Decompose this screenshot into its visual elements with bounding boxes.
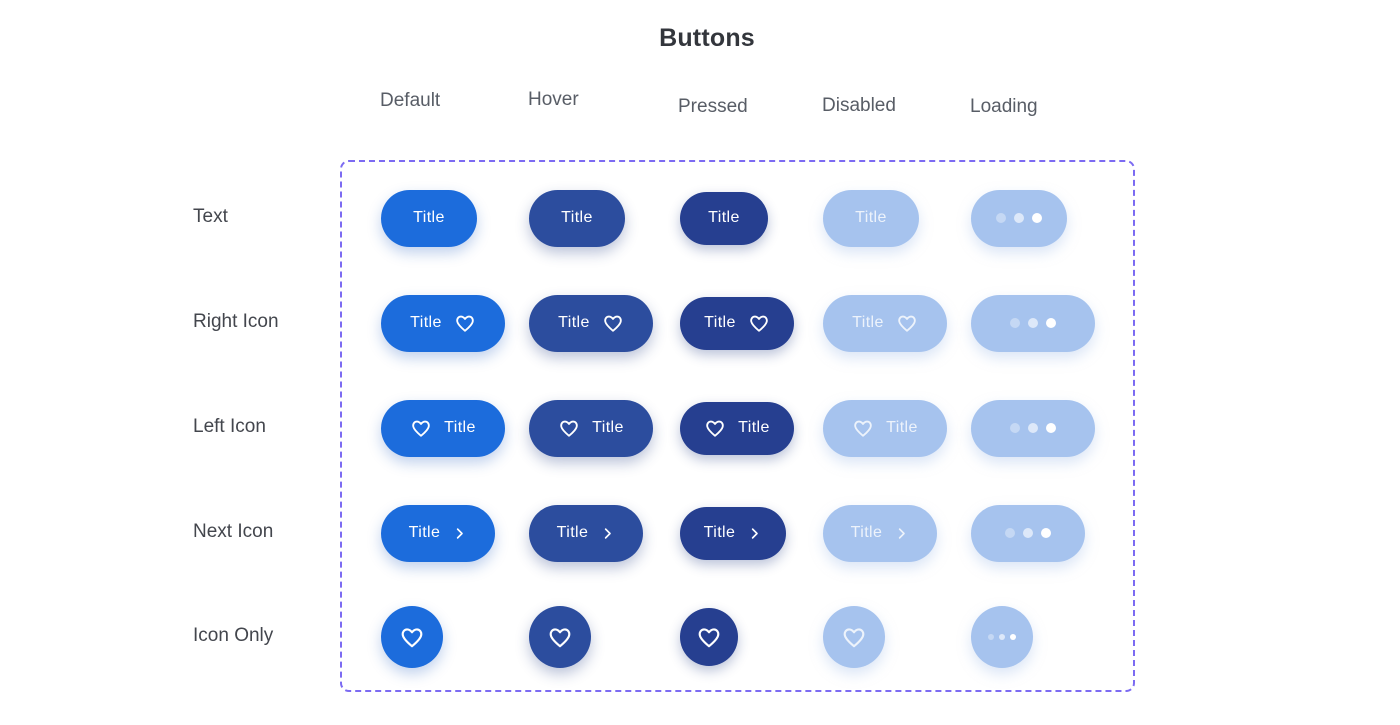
column-header-loading: Loading (970, 96, 1038, 117)
button-label: Title (855, 209, 887, 226)
button-icon-only-default[interactable] (381, 606, 443, 668)
button-label: Title (413, 209, 445, 226)
button-right-icon-pressed[interactable]: Title (680, 296, 794, 350)
button-label: Title (708, 209, 740, 226)
button-text-disabled[interactable]: Title (823, 189, 919, 247)
loading-dots-icon (996, 213, 1042, 223)
button-label: Title (852, 314, 884, 331)
button-left-icon-hover[interactable]: Title (529, 399, 653, 457)
component-frame (340, 160, 1135, 692)
button-text-pressed[interactable]: Title (680, 191, 768, 245)
chevron-right-icon (600, 526, 615, 541)
button-label: Title (410, 314, 442, 331)
button-label: Title (704, 314, 736, 331)
loading-dots-icon (1005, 528, 1051, 538)
button-label: Title (703, 524, 736, 541)
button-left-icon-pressed[interactable]: Title (680, 401, 794, 455)
column-header-hover: Hover (528, 89, 579, 110)
button-label: Title (558, 314, 590, 331)
button-icon-only-pressed[interactable] (680, 608, 738, 666)
button-label: Title (886, 419, 918, 436)
loading-dots-icon (1010, 423, 1056, 433)
button-label: Title (592, 419, 624, 436)
column-header-disabled: Disabled (822, 95, 896, 116)
button-icon-only-loading[interactable] (971, 606, 1033, 668)
button-left-icon-loading[interactable] (971, 399, 1095, 457)
button-text-loading[interactable] (971, 189, 1067, 247)
button-left-icon-disabled[interactable]: Title (823, 399, 947, 457)
button-label: Title (556, 524, 589, 541)
heart-icon (558, 417, 580, 439)
button-next-icon-disabled[interactable]: Title (823, 504, 937, 562)
heart-icon (454, 312, 476, 334)
button-icon-only-disabled[interactable] (823, 606, 885, 668)
row-label-right-icon: Right Icon (193, 311, 279, 332)
button-left-icon-default[interactable]: Title (381, 399, 505, 457)
heart-icon (399, 624, 425, 650)
button-next-icon-pressed[interactable]: Title (680, 506, 786, 560)
heart-icon (841, 624, 867, 650)
heart-icon (896, 312, 918, 334)
chevron-right-icon (452, 526, 467, 541)
heart-icon (602, 312, 624, 334)
button-next-icon-loading[interactable] (971, 504, 1085, 562)
row-label-next-icon: Next Icon (193, 521, 274, 542)
page-title: Buttons (659, 24, 755, 52)
row-label-text: Text (193, 206, 228, 227)
loading-dots-icon (1010, 318, 1056, 328)
button-right-icon-default[interactable]: Title (381, 294, 505, 352)
button-icon-only-hover[interactable] (529, 606, 591, 668)
heart-icon (696, 624, 722, 650)
row-label-left-icon: Left Icon (193, 416, 266, 437)
row-label-icon-only: Icon Only (193, 625, 274, 646)
button-label: Title (561, 209, 593, 226)
heart-icon (852, 417, 874, 439)
heart-icon (547, 624, 573, 650)
button-right-icon-loading[interactable] (971, 294, 1095, 352)
column-header-default: Default (380, 90, 441, 111)
column-header-pressed: Pressed (678, 96, 748, 117)
button-label: Title (408, 524, 441, 541)
button-next-icon-default[interactable]: Title (381, 504, 495, 562)
button-label: Title (850, 524, 883, 541)
button-next-icon-hover[interactable]: Title (529, 504, 643, 562)
button-label: Title (738, 419, 770, 436)
heart-icon (704, 417, 726, 439)
button-text-default[interactable]: Title (381, 189, 477, 247)
chevron-right-icon (747, 526, 762, 541)
button-right-icon-disabled[interactable]: Title (823, 294, 947, 352)
heart-icon (410, 417, 432, 439)
loading-dots-icon (988, 634, 1016, 640)
chevron-right-icon (894, 526, 909, 541)
heart-icon (748, 312, 770, 334)
button-text-hover[interactable]: Title (529, 189, 625, 247)
button-right-icon-hover[interactable]: Title (529, 294, 653, 352)
button-label: Title (444, 419, 476, 436)
